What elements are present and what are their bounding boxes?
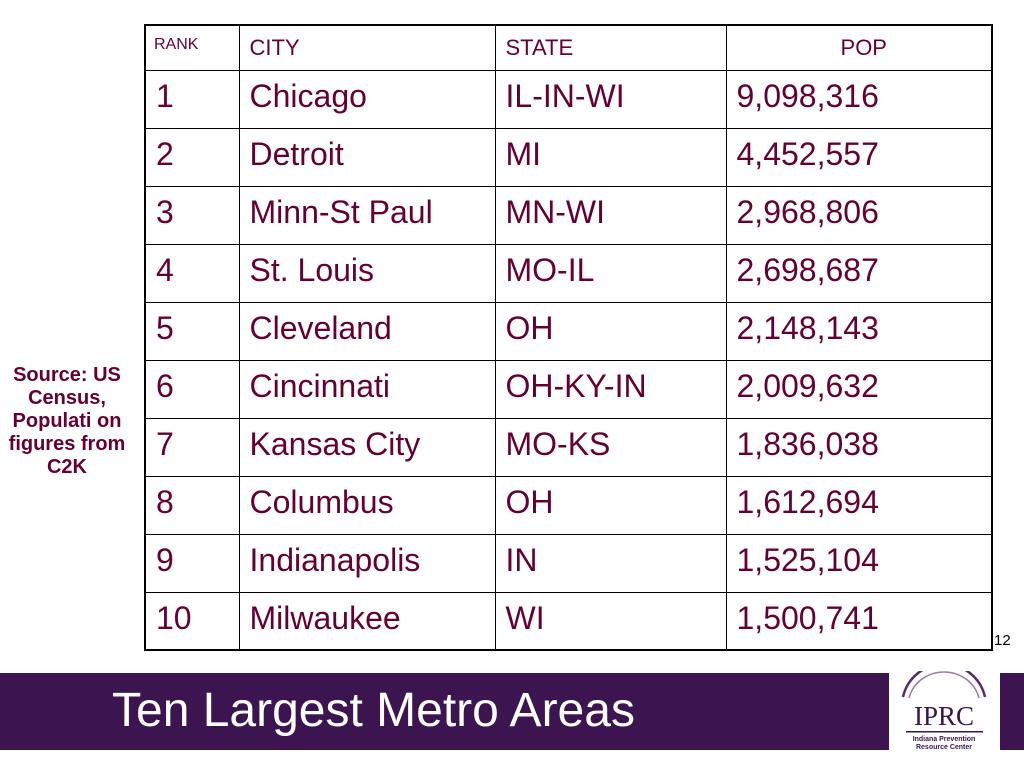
rank-header: RANK [144, 24, 240, 71]
city-cell: Minn-St Paul [238, 185, 496, 245]
rank-cell: 3 [144, 185, 240, 245]
rank-cell: 4 [144, 243, 240, 303]
iprc-logo-graphic: IPRC Indiana Prevention Resource Center [889, 671, 1000, 753]
state-cell: MO-KS [494, 417, 727, 477]
table-row: 2 Detroit MI 4,452,557 [144, 127, 993, 187]
city-cell: Cleveland [238, 301, 496, 361]
state-cell: MN-WI [494, 185, 727, 245]
state-cell: OH [494, 301, 727, 361]
iprc-logo: IPRC Indiana Prevention Resource Center [889, 671, 1000, 753]
table-row: 3 Minn-St Paul MN-WI 2,968,806 [144, 185, 993, 245]
state-cell: IL-IN-WI [494, 69, 727, 129]
city-cell: Indianapolis [238, 533, 496, 593]
rank-cell: 2 [144, 127, 240, 187]
city-cell: Milwaukee [238, 591, 496, 651]
pop-header: POP [725, 24, 993, 71]
rank-cell: 5 [144, 301, 240, 361]
rank-cell: 7 [144, 417, 240, 477]
source-note: Source: US Census, Populati on figures f… [8, 364, 126, 478]
table-row: 4 St. Louis MO-IL 2,698,687 [144, 243, 993, 303]
logo-acronym: IPRC [914, 701, 974, 731]
table-row: 8 Columbus OH 1,612,694 [144, 475, 993, 535]
table-row: 10 Milwaukee WI 1,500,741 [144, 591, 993, 651]
table-row: 7 Kansas City MO-KS 1,836,038 [144, 417, 993, 477]
rank-cell: 8 [144, 475, 240, 535]
state-cell: IN [494, 533, 727, 593]
city-cell: Chicago [238, 69, 496, 129]
state-cell: MO-IL [494, 243, 727, 303]
city-header: CITY [238, 24, 496, 71]
table-row: 9 Indianapolis IN 1,525,104 [144, 533, 993, 593]
city-cell: Kansas City [238, 417, 496, 477]
state-header: STATE [494, 24, 727, 71]
table-row: 6 Cincinnati OH-KY-IN 2,009,632 [144, 359, 993, 419]
pop-cell: 9,098,316 [725, 69, 993, 129]
pop-cell: 1,612,694 [725, 475, 993, 535]
rank-cell: 1 [144, 69, 240, 129]
table-row: 5 Cleveland OH 2,148,143 [144, 301, 993, 361]
page-number: 12 [994, 632, 1011, 649]
metro-population-table: RANK CITY STATE POP 1 Chicago IL-IN-WI 9… [144, 24, 993, 651]
pop-cell: 1,836,038 [725, 417, 993, 477]
pop-cell: 2,009,632 [725, 359, 993, 419]
pop-cell: 1,500,741 [725, 591, 993, 651]
rank-cell: 6 [144, 359, 240, 419]
table-body: 1 Chicago IL-IN-WI 9,098,316 2 Detroit M… [144, 69, 993, 651]
table-header-row: RANK CITY STATE POP [144, 24, 993, 71]
pop-cell: 4,452,557 [725, 127, 993, 187]
rank-cell: 9 [144, 533, 240, 593]
pop-cell: 2,148,143 [725, 301, 993, 361]
state-cell: WI [494, 591, 727, 651]
table-row: 1 Chicago IL-IN-WI 9,098,316 [144, 69, 993, 129]
city-cell: St. Louis [238, 243, 496, 303]
city-cell: Cincinnati [238, 359, 496, 419]
slide-title: Ten Largest Metro Areas [112, 684, 635, 737]
rank-cell: 10 [144, 591, 240, 651]
city-cell: Columbus [238, 475, 496, 535]
pop-cell: 2,698,687 [725, 243, 993, 303]
pop-cell: 2,968,806 [725, 185, 993, 245]
state-cell: OH-KY-IN [494, 359, 727, 419]
pop-cell: 1,525,104 [725, 533, 993, 593]
logo-name-line1: Indiana Prevention [913, 736, 976, 743]
state-cell: MI [494, 127, 727, 187]
logo-name-line2: Resource Center [916, 744, 972, 751]
state-cell: OH [494, 475, 727, 535]
footer-bar [0, 673, 1024, 750]
city-cell: Detroit [238, 127, 496, 187]
